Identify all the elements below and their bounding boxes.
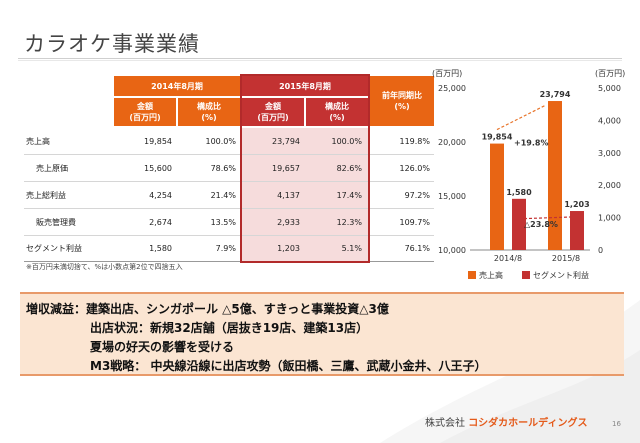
ratio-2014: 21.4% (210, 190, 236, 200)
value-2014: 15,600 (144, 163, 172, 173)
left-axis-unit: (百万円) (432, 69, 462, 78)
left-tick-label: 10,000 (438, 246, 466, 255)
category-label: 2015/8 (552, 254, 580, 263)
row-label: 売上高 (26, 136, 50, 146)
row-divider (24, 154, 434, 155)
title-divider (18, 58, 622, 59)
legend-swatch-profit (522, 271, 530, 279)
growth-arrow (496, 104, 547, 131)
table-row: 売上原価 15,600 78.6% 19,657 82.6% 126.0% (24, 155, 434, 181)
value-2015: 19,657 (272, 163, 300, 173)
bar-profit-label: 1,580 (506, 188, 532, 197)
category-label: 2014/8 (494, 254, 522, 263)
ratio-2015: 100.0% (331, 136, 362, 146)
bar-sales-label: 23,794 (540, 90, 571, 99)
value-2015: 2,933 (277, 217, 300, 227)
value-2015: 1,203 (277, 244, 300, 253)
company-prefix: 株式会社 (425, 418, 465, 429)
row-label: 売上原価 (36, 163, 68, 173)
value-2014: 1,580 (149, 244, 172, 253)
bar-sales (548, 101, 562, 250)
subheader-ratio-2014: 構成比 (%) (178, 98, 240, 126)
yoy-value: 126.0% (399, 163, 430, 173)
bar-profit (512, 198, 526, 250)
page-number: 16 (612, 420, 621, 428)
header-2015: 2015年8月期 (242, 76, 368, 96)
row-divider (24, 208, 434, 209)
legend-label-profit: セグメント利益 (533, 270, 589, 280)
left-tick-label: 25,000 (438, 84, 466, 93)
subheader-amount-2014: 金額 (百万円) (114, 98, 176, 126)
growth-annotation: +19.8% (514, 139, 548, 148)
ratio-2015: 17.4% (336, 190, 362, 200)
value-2015: 4,137 (277, 190, 300, 200)
right-tick-label: 1,000 (598, 214, 621, 223)
row-label: セグメント利益 (26, 244, 82, 253)
ratio-2015: 5.1% (341, 244, 362, 253)
right-axis-unit: (百万円) (595, 69, 625, 78)
table-row: セグメント利益 1,580 7.9% 1,203 5.1% 76.1% (24, 236, 434, 261)
subheader-amount-2015: 金額 (百万円) (242, 98, 304, 126)
highlight-2015-frame (240, 74, 370, 263)
summary-line-4: M3戦略： 中央線沿線に出店攻勢（飯田橋、三鷹、武蔵小金井、八王子） (90, 359, 487, 373)
right-tick-label: 4,000 (598, 116, 621, 125)
yoy-value: 119.8% (399, 136, 430, 146)
value-2014: 19,854 (144, 136, 172, 146)
yoy-value: 109.7% (399, 217, 430, 227)
ratio-2014: 100.0% (205, 136, 236, 146)
right-tick-label: 2,000 (598, 181, 621, 190)
summary-box: 増収減益：建築出店、シンガポール △5億、すきっと事業投資△3億 出店状況：新規… (20, 292, 624, 376)
ratio-2014: 78.6% (210, 163, 236, 173)
table-row: 売上高 19,854 100.0% 23,794 100.0% 119.8% (24, 128, 434, 154)
decline-arrow (518, 216, 571, 220)
highlight-2015-column (242, 128, 368, 261)
header-yoy: 前年同期比 (%) (370, 76, 434, 126)
table-row: 販売管理費 2,674 13.5% 2,933 12.3% 109.7% (24, 209, 434, 235)
value-2014: 2,674 (149, 217, 172, 227)
revenue-profit-chart: (百万円) (百万円) 25,000 20,000 15,000 10,000 5,000 4… (430, 66, 635, 296)
row-divider (24, 181, 434, 182)
yoy-value: 76.1% (404, 244, 430, 253)
right-tick-label: 5,000 (598, 84, 621, 93)
row-label: 販売管理費 (36, 217, 76, 227)
legend-swatch-sales (468, 271, 476, 279)
ratio-2015: 82.6% (336, 163, 362, 173)
subheader-ratio-2015: 構成比 (%) (306, 98, 368, 126)
ratio-2014: 13.5% (210, 217, 236, 227)
value-2015: 23,794 (272, 136, 300, 146)
summary-line-2: 出店状況：新規32店舗（居抜き19店、建築13店） (90, 321, 369, 335)
left-tick-label: 20,000 (438, 138, 466, 147)
summary-line-3: 夏場の好天の影響を受ける (90, 340, 235, 354)
value-2014: 4,254 (149, 190, 172, 200)
bar-sales-label: 19,854 (482, 133, 513, 142)
bar-profit-label: 1,203 (564, 200, 589, 209)
bar-sales (490, 143, 504, 250)
chart-canvas: (百万円) (百万円) 25,000 20,000 15,000 10,000 5,000 4… (432, 69, 625, 280)
left-tick-label: 15,000 (438, 192, 466, 201)
yoy-value: 97.2% (404, 190, 430, 200)
summary-line-1: 増収減益：建築出店、シンガポール △5億、すきっと事業投資△3億 (26, 302, 389, 316)
bar-profit (570, 211, 584, 250)
ratio-2014: 7.9% (215, 244, 236, 253)
ratio-2015: 12.3% (336, 217, 362, 227)
right-tick-label: 0 (598, 246, 603, 255)
company-logo: 株式会社 コシダカホールディングス (425, 414, 588, 429)
right-tick-label: 3,000 (598, 149, 621, 158)
company-brand: コシダカホールディングス (468, 418, 588, 429)
row-label: 売上総利益 (26, 190, 66, 200)
table-row: 売上総利益 4,254 21.4% 4,137 17.4% 97.2% (24, 182, 434, 208)
row-divider (24, 235, 434, 236)
table-footnote: ※百万円未満切捨て、%は小数点第2位で四捨五入 (26, 263, 183, 271)
legend-label-sales: 売上高 (479, 270, 503, 280)
decline-annotation: △23.8% (524, 220, 558, 229)
row-divider (24, 261, 434, 262)
header-yoy-label: 前年同期比 (%) (382, 91, 422, 111)
title-divider-light (18, 60, 622, 61)
header-2014: 2014年8月期 (114, 76, 240, 96)
page-title: カラオケ事業業績 (24, 32, 200, 56)
